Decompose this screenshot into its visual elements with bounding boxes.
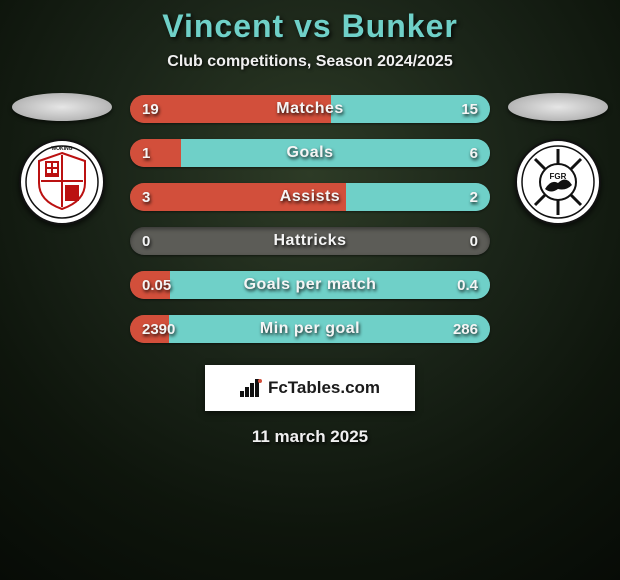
comparison-card: Vincent vs Bunker Club competitions, Sea… (0, 0, 620, 580)
stat-bar: Min per goal2390 286 (130, 315, 490, 343)
subtitle: Club competitions, Season 2024/2025 (0, 53, 620, 71)
stat-label: Goals per match (130, 271, 490, 299)
stat-value-right: 0.4 (457, 271, 478, 299)
stat-label: Assists (130, 183, 490, 211)
stat-value-left: 0.05 (142, 271, 171, 299)
stat-value-left: 19 (142, 95, 159, 123)
stat-label: Goals (130, 139, 490, 167)
player-left-photo-placeholder (12, 93, 112, 121)
player-right-photo-placeholder (508, 93, 608, 121)
main-row: WOKING Matches19 15 Goals1 6 Assists3 2 Hattri… (0, 93, 620, 343)
stat-bar: Goals per match0.05 0.4 (130, 271, 490, 299)
stat-value-left: 3 (142, 183, 150, 211)
stat-bar: Goals1 6 (130, 139, 490, 167)
team-right: FGR (508, 93, 608, 225)
stat-value-right: 6 (470, 139, 478, 167)
stat-bar: Hattricks0 0 (130, 227, 490, 255)
woking-crest-icon: WOKING (19, 139, 105, 225)
team-right-crest: FGR (515, 139, 601, 225)
stat-label: Hattricks (130, 227, 490, 255)
stat-value-left: 1 (142, 139, 150, 167)
stat-value-left: 2390 (142, 315, 175, 343)
svg-text:WOKING: WOKING (51, 146, 72, 152)
stat-bar: Matches19 15 (130, 95, 490, 123)
stat-label: Matches (130, 95, 490, 123)
stats-column: Matches19 15 Goals1 6 Assists3 2 Hattricks0 0 Go… (130, 93, 490, 343)
page-title: Vincent vs Bunker (0, 8, 620, 45)
team-left: WOKING (12, 93, 112, 225)
stat-value-right: 2 (470, 183, 478, 211)
stat-value-right: 286 (453, 315, 478, 343)
stat-value-left: 0 (142, 227, 150, 255)
date-text: 11 march 2025 (0, 427, 620, 447)
team-left-crest: WOKING (19, 139, 105, 225)
stat-bar: Assists3 2 (130, 183, 490, 211)
forest-green-crest-icon: FGR (515, 139, 601, 225)
stat-label: Min per goal (130, 315, 490, 343)
brand-box[interactable]: FcTables.com (205, 365, 415, 411)
fctables-logo-icon (240, 379, 262, 397)
brand-text: FcTables.com (268, 378, 380, 398)
stat-value-right: 15 (461, 95, 478, 123)
stat-value-right: 0 (470, 227, 478, 255)
